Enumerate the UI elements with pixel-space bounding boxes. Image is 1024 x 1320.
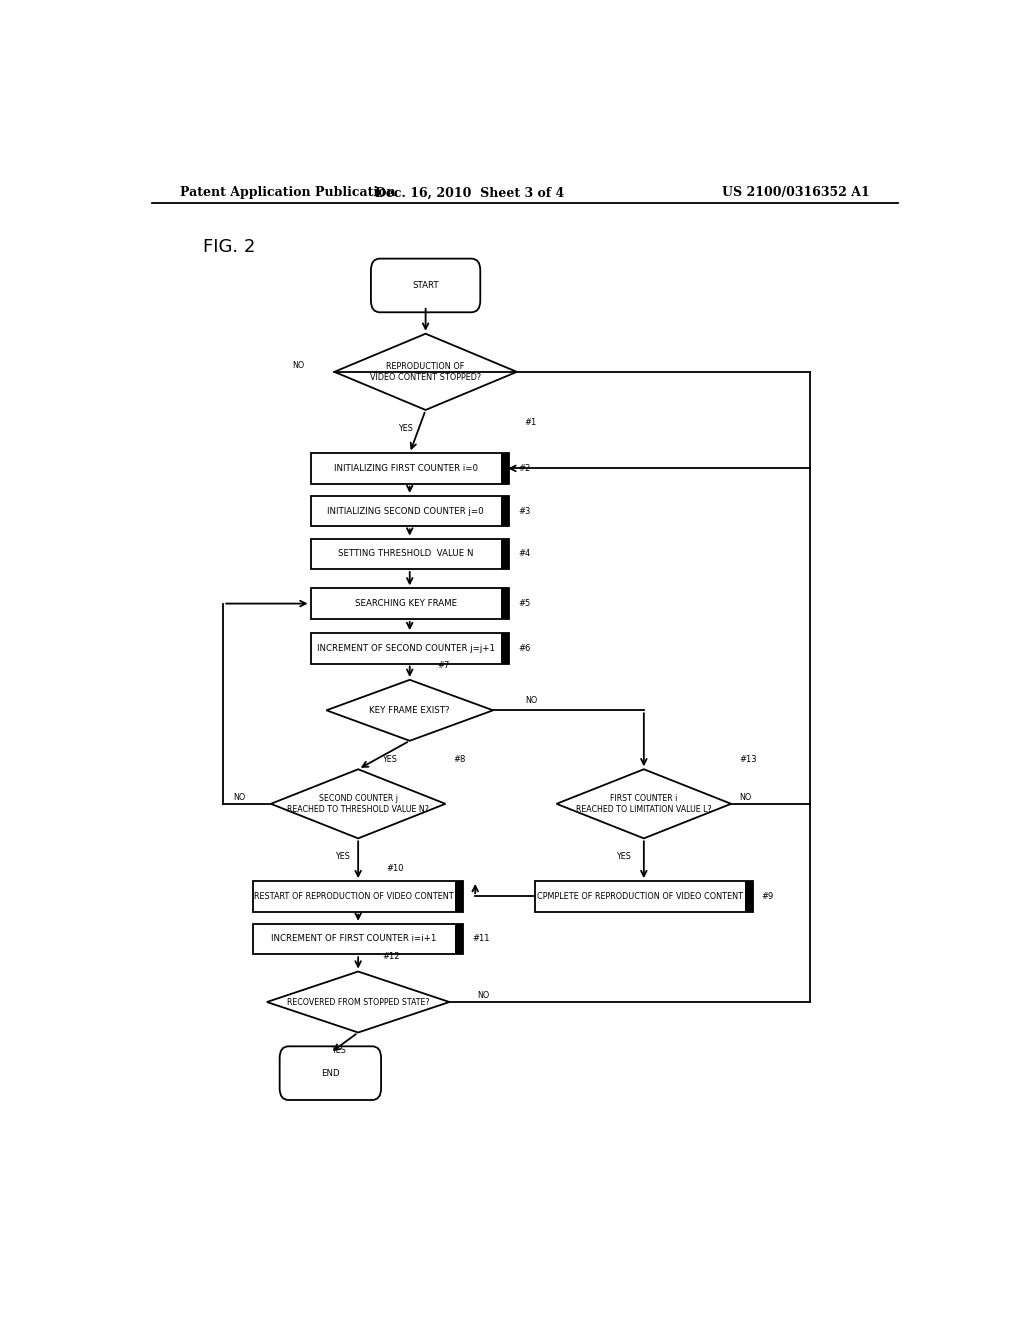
Bar xyxy=(310,539,509,569)
Text: #11: #11 xyxy=(473,935,490,944)
Text: US 2100/0316352 A1: US 2100/0316352 A1 xyxy=(722,186,870,199)
Bar xyxy=(456,924,463,954)
Text: NO: NO xyxy=(524,696,537,705)
Polygon shape xyxy=(334,334,517,411)
Text: Dec. 16, 2010  Sheet 3 of 4: Dec. 16, 2010 Sheet 3 of 4 xyxy=(375,186,564,199)
Text: RESTART OF REPRODUCTION OF VIDEO CONTENT: RESTART OF REPRODUCTION OF VIDEO CONTENT xyxy=(254,892,454,900)
Text: #13: #13 xyxy=(739,755,757,764)
Text: #3: #3 xyxy=(518,507,530,516)
Text: SECOND COUNTER j
REACHED TO THRESHOLD VALUE N?: SECOND COUNTER j REACHED TO THRESHOLD VA… xyxy=(287,795,429,813)
Text: FIRST COUNTER i
REACHED TO LIMITATION VALUE L?: FIRST COUNTER i REACHED TO LIMITATION VA… xyxy=(577,795,712,813)
Text: RECOVERED FROM STOPPED STATE?: RECOVERED FROM STOPPED STATE? xyxy=(287,998,429,1007)
Text: #6: #6 xyxy=(518,644,530,653)
Text: NO: NO xyxy=(477,991,489,1001)
Text: #9: #9 xyxy=(761,892,773,900)
Polygon shape xyxy=(267,972,450,1032)
Text: SETTING THRESHOLD  VALUE N: SETTING THRESHOLD VALUE N xyxy=(338,549,473,558)
Bar xyxy=(745,880,753,912)
Text: YES: YES xyxy=(382,755,397,763)
Text: REPRODUCTION OF
VIDEO CONTENT STOPPED?: REPRODUCTION OF VIDEO CONTENT STOPPED? xyxy=(370,362,481,381)
Text: #1: #1 xyxy=(524,418,537,428)
Text: #10: #10 xyxy=(386,863,403,873)
Text: INCREMENT OF FIRST COUNTER i=i+1: INCREMENT OF FIRST COUNTER i=i+1 xyxy=(271,935,437,944)
Text: INITIALIZING SECOND COUNTER j=0: INITIALIZING SECOND COUNTER j=0 xyxy=(328,507,484,516)
Text: KEY FRAME EXIST?: KEY FRAME EXIST? xyxy=(370,706,450,715)
Text: NO: NO xyxy=(233,793,246,803)
Bar xyxy=(501,496,509,527)
Bar xyxy=(310,634,509,664)
Text: Patent Application Publication: Patent Application Publication xyxy=(179,186,395,199)
Text: YES: YES xyxy=(398,424,414,433)
Bar xyxy=(535,880,753,912)
Text: #8: #8 xyxy=(454,755,466,764)
Text: #12: #12 xyxy=(382,952,399,961)
Bar xyxy=(501,453,509,483)
FancyBboxPatch shape xyxy=(280,1047,381,1100)
FancyBboxPatch shape xyxy=(371,259,480,313)
Bar xyxy=(253,880,463,912)
Text: NO: NO xyxy=(292,362,304,370)
Text: YES: YES xyxy=(331,1047,346,1055)
Bar xyxy=(501,539,509,569)
Bar xyxy=(501,634,509,664)
Bar xyxy=(253,924,463,954)
Text: START: START xyxy=(413,281,439,290)
Text: #4: #4 xyxy=(518,549,530,558)
Text: INCREMENT OF SECOND COUNTER j=j+1: INCREMENT OF SECOND COUNTER j=j+1 xyxy=(316,644,495,653)
Text: #5: #5 xyxy=(518,599,530,609)
Text: SEARCHING KEY FRAME: SEARCHING KEY FRAME xyxy=(354,599,457,609)
Text: END: END xyxy=(322,1069,340,1077)
Text: NO: NO xyxy=(739,793,752,803)
Bar xyxy=(310,496,509,527)
Text: #7: #7 xyxy=(437,660,450,669)
Text: INITIALIZING FIRST COUNTER i=0: INITIALIZING FIRST COUNTER i=0 xyxy=(334,463,478,473)
Text: #2: #2 xyxy=(518,463,530,473)
Text: YES: YES xyxy=(616,853,632,861)
Bar xyxy=(310,453,509,483)
Polygon shape xyxy=(327,680,494,741)
Polygon shape xyxy=(557,770,731,838)
Text: YES: YES xyxy=(335,853,350,861)
Text: CPMPLETE OF REPRODUCTION OF VIDEO CONTENT: CPMPLETE OF REPRODUCTION OF VIDEO CONTEN… xyxy=(537,892,743,900)
Text: FIG. 2: FIG. 2 xyxy=(204,238,256,256)
Polygon shape xyxy=(270,770,445,838)
Bar xyxy=(310,589,509,619)
Bar xyxy=(501,589,509,619)
Bar xyxy=(456,880,463,912)
